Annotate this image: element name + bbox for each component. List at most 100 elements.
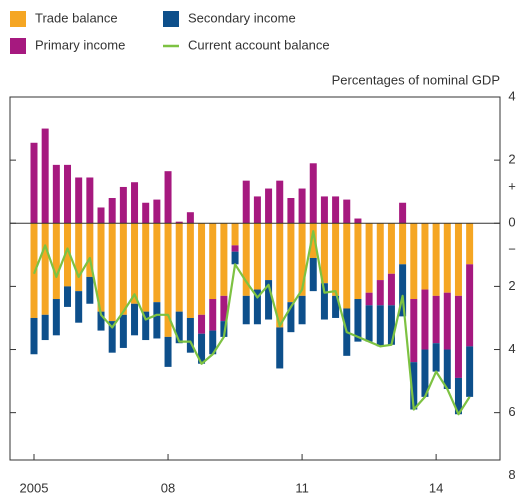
bar-segment: [153, 302, 161, 339]
bar-segment: [276, 223, 284, 328]
bar-segment: [276, 327, 284, 369]
bar-segment: [443, 349, 451, 389]
x-tick-label: 2005: [20, 480, 49, 495]
bar-segment: [466, 346, 474, 397]
bar-segment: [30, 317, 38, 355]
bar-segment: [64, 223, 72, 287]
bar-segment: [30, 142, 38, 224]
bar-segment: [186, 223, 194, 318]
bar-segment: [64, 164, 72, 224]
bar-segment: [410, 362, 418, 410]
bar-segment: [265, 280, 273, 320]
bar-segment: [220, 223, 228, 296]
bar-segment: [432, 343, 440, 372]
y-tick-label: 2: [508, 278, 515, 293]
bar-segment: [410, 299, 418, 363]
bar-segment: [41, 128, 49, 224]
bar-segment: [52, 223, 60, 300]
bar-segment: [97, 223, 105, 312]
bar-segment: [119, 223, 127, 315]
bar-segment: [142, 202, 150, 224]
bar-segment: [410, 223, 418, 300]
bar-segment: [86, 177, 94, 224]
bar-segment: [387, 223, 395, 274]
bar-segment: [309, 223, 317, 258]
bar-segment: [387, 305, 395, 345]
bar-segment: [209, 330, 217, 355]
bar-segment: [454, 223, 462, 296]
bar-segment: [443, 223, 451, 293]
bar-segment: [454, 377, 462, 415]
legend-label: Trade balance: [35, 10, 118, 25]
bar-segment: [41, 314, 49, 341]
bar-segment: [276, 180, 284, 224]
bar-segment: [376, 223, 384, 281]
bar-segment: [365, 292, 373, 306]
bar-segment: [164, 336, 172, 367]
bar-segment: [309, 257, 317, 292]
bar-segment: [432, 295, 440, 344]
legend-label: Primary income: [35, 37, 125, 52]
bar-segment: [209, 223, 217, 300]
bar-segment: [253, 289, 261, 325]
legend-label: Secondary income: [188, 10, 296, 25]
bar-segment: [265, 223, 273, 281]
bar-segment: [298, 295, 306, 325]
bar-segment: [119, 186, 127, 224]
bar-segment: [365, 305, 373, 342]
bar-segment: [231, 223, 239, 246]
bar-segment: [142, 311, 150, 341]
x-tick-label: 14: [429, 480, 443, 495]
bar-segment: [198, 314, 206, 334]
bar-segment: [376, 280, 384, 306]
bar-segment: [387, 273, 395, 306]
bar-segment: [97, 207, 105, 224]
bar-segment: [231, 245, 239, 252]
bar-segment: [354, 218, 362, 224]
bar-segment: [30, 223, 38, 318]
bar-segment: [399, 202, 407, 224]
bar-segment: [231, 251, 239, 265]
bar-segment: [131, 223, 139, 304]
bar-segment: [175, 221, 183, 224]
bar-segment: [220, 295, 228, 322]
bar-segment: [320, 196, 328, 224]
bar-segment: [432, 223, 440, 296]
bar-segment: [309, 163, 317, 224]
bar-segment: [186, 317, 194, 353]
bar-segment: [443, 292, 451, 350]
plot-frame: [9, 96, 501, 461]
bar-segment: [86, 276, 94, 304]
bar-segment: [52, 299, 60, 336]
bar-segment: [108, 321, 116, 353]
bar-segment: [298, 223, 306, 296]
bar-segment: [354, 299, 362, 342]
bar-segment: [466, 223, 474, 265]
y-tick-label: 2: [508, 152, 515, 167]
bar-segment: [52, 164, 60, 224]
bar-segment: [75, 291, 83, 323]
bar-segment: [365, 223, 373, 293]
bar-segment: [175, 311, 183, 344]
bar-segment: [332, 196, 340, 224]
bar-segment: [242, 223, 250, 296]
bar-segment: [287, 198, 295, 224]
bar-segment: [186, 212, 194, 224]
bar-segment: [209, 299, 217, 331]
bar-segment: [108, 198, 116, 224]
bar-segment: [332, 223, 340, 296]
bar-segment: [198, 333, 206, 364]
x-tick-label: 11: [295, 480, 309, 495]
bar-segment: [164, 223, 172, 337]
bar-segment: [421, 349, 429, 397]
bar-segment: [119, 314, 127, 348]
bar-segment: [376, 305, 384, 347]
bar-segment: [399, 264, 407, 317]
bar-segment: [131, 303, 139, 336]
y-tick-label: 8: [508, 467, 515, 482]
bar-segment: [320, 223, 328, 284]
bar-segment: [242, 295, 250, 325]
bar-segment: [220, 321, 228, 337]
bar-segment: [298, 188, 306, 224]
